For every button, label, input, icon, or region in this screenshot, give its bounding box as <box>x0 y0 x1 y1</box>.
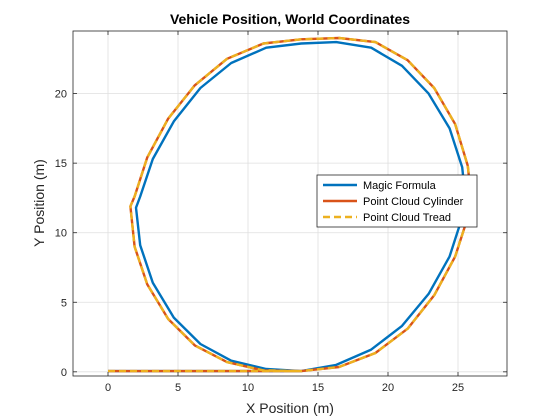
y-tick-label: 10 <box>55 228 67 240</box>
series-line-3 <box>108 36 474 373</box>
legend-label-3: Point Cloud Tread <box>363 212 451 224</box>
x-tick-label: 20 <box>382 382 394 394</box>
x-tick-label: 15 <box>312 382 324 394</box>
legend: Magic Formula Point Cloud Cylinder Point C… <box>316 174 478 228</box>
chart-title: Vehicle Position, World Coordinates <box>170 11 410 27</box>
y-tick-label: 5 <box>61 297 67 309</box>
y-axis-label: Y Position (m) <box>31 159 47 247</box>
ticks: 0 5 10 15 20 25 0 5 10 15 20 <box>55 31 507 394</box>
grid <box>73 31 507 376</box>
legend-label-2: Point Cloud Cylinder <box>363 196 464 208</box>
series-line-1 <box>108 40 468 373</box>
x-tick-label: 10 <box>242 382 254 394</box>
x-axis-label: X Position (m) <box>246 400 334 416</box>
plot-frame <box>72 30 508 377</box>
x-tick-label: 0 <box>105 382 111 394</box>
x-tick-label: 25 <box>452 382 464 394</box>
y-tick-label: 0 <box>61 367 67 379</box>
y-tick-label: 15 <box>55 158 67 170</box>
legend-label-1: Magic Formula <box>363 180 437 192</box>
y-tick-label: 20 <box>55 89 67 101</box>
x-tick-label: 5 <box>175 382 181 394</box>
series-lines <box>108 36 474 373</box>
